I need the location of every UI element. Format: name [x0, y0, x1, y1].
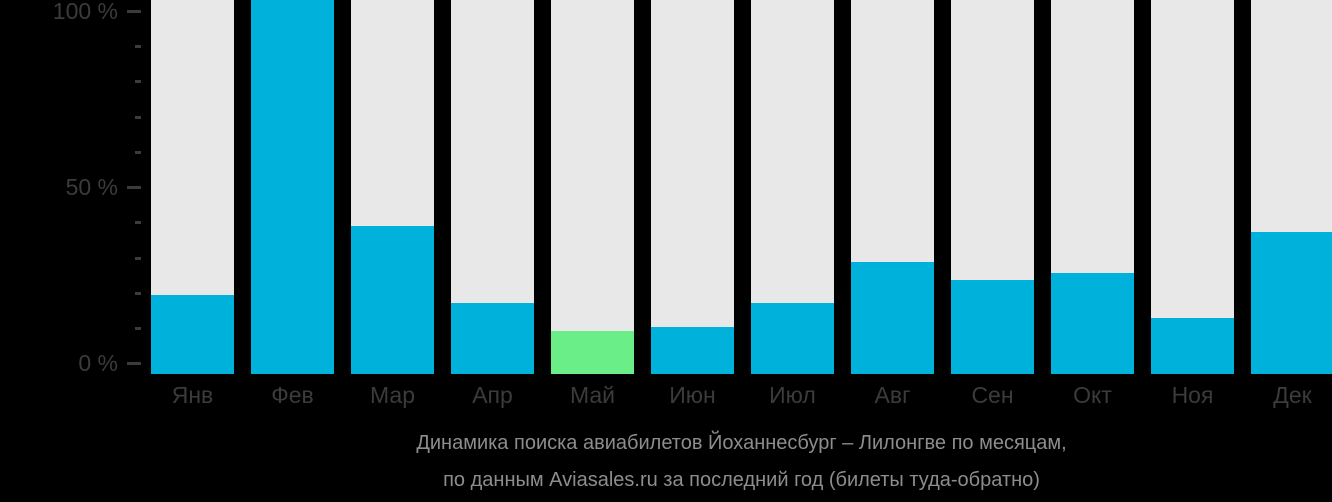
bar-fill: [951, 280, 1034, 374]
bar-fill: [251, 0, 334, 374]
month-label: Дек: [1273, 382, 1312, 408]
y-tick-label: 50 %: [65, 174, 118, 201]
month-label: Окт: [1073, 382, 1112, 408]
y-tick-label: 100 %: [52, 0, 118, 24]
month-label: Янв: [171, 382, 214, 408]
y-major-tick: [127, 362, 141, 366]
bar-fill: [1051, 273, 1134, 374]
chart-title: Динамика поиска авиабилетов Йоханнесбург…: [416, 432, 1067, 454]
bar-fill: [651, 327, 734, 374]
bar-fill: [351, 226, 434, 374]
y-minor-tick: [135, 291, 141, 295]
month-label: Авг: [874, 382, 911, 408]
month-label: Фев: [271, 382, 314, 408]
y-tick-label: 0 %: [78, 350, 118, 377]
plot-area: [151, 0, 1332, 374]
bar-fill: [1251, 232, 1332, 374]
bar-fill: [451, 303, 534, 374]
bar-track: [551, 0, 634, 374]
bar-fill-highlighted: [551, 331, 634, 374]
y-minor-tick: [135, 150, 141, 154]
y-major-tick: [127, 186, 141, 190]
month-label: Июл: [769, 382, 816, 408]
month-label: Сен: [971, 382, 1014, 408]
bar-fill: [751, 303, 834, 374]
bar-fill: [851, 262, 934, 374]
chart-subtitle: по данным Aviasales.ru за последний год …: [443, 469, 1040, 491]
y-minor-tick: [135, 327, 141, 331]
month-label: Май: [569, 382, 616, 408]
month-label: Ноя: [1171, 382, 1214, 408]
bar-fill: [1151, 318, 1234, 374]
month-label: Апр: [472, 382, 513, 408]
y-major-tick: [127, 10, 141, 13]
y-minor-tick: [135, 115, 141, 119]
bar-track: [651, 0, 734, 374]
y-minor-tick: [135, 80, 141, 84]
y-minor-tick: [135, 45, 141, 49]
month-label: Мар: [369, 382, 415, 408]
month-label: Июн: [669, 382, 716, 408]
bar-track: [1151, 0, 1234, 374]
caption: Динамика поиска авиабилетов Йоханнесбург…: [151, 431, 1332, 492]
y-minor-tick: [135, 221, 141, 225]
y-minor-tick: [135, 256, 141, 260]
bar-fill: [151, 295, 234, 374]
